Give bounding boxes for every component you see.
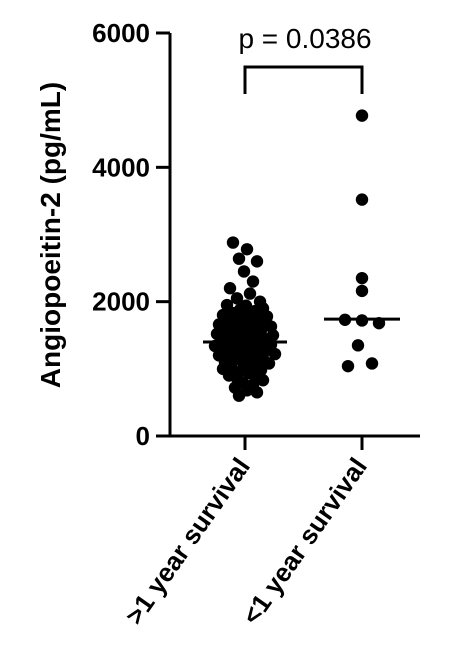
data-point [250, 386, 264, 399]
y-tick-label: 6000 [92, 18, 150, 48]
data-point [230, 292, 244, 305]
y-tick-label: 4000 [92, 152, 150, 182]
data-point [355, 109, 369, 122]
data-point [365, 357, 379, 370]
data-point [232, 252, 246, 265]
data-point [250, 255, 264, 268]
y-tick-label: 0 [136, 421, 150, 451]
axes [168, 33, 420, 438]
data-point [341, 359, 355, 373]
data-point [240, 243, 254, 256]
data-point [243, 287, 257, 300]
data-point [351, 339, 365, 352]
data-point [223, 282, 237, 295]
significance-bracket-line [243, 65, 364, 94]
data-point [256, 374, 270, 387]
category-label: >1 year survival [119, 452, 256, 630]
data-points [208, 109, 386, 402]
data-point [355, 271, 369, 285]
data-point [355, 193, 369, 206]
x-axis-ticks: >1 year survival<1 year survival [119, 436, 373, 630]
y-axis-title: Angiopoeitin-2 (pg/mL) [35, 82, 66, 388]
p-value-label: p = 0.0386 [238, 23, 371, 54]
data-point [246, 275, 260, 288]
category-label: <1 year survival [236, 452, 373, 630]
y-axis-ticks: 0 2000 4000 6000 [92, 18, 170, 451]
median-lines [203, 317, 400, 344]
significance-bracket [243, 65, 364, 94]
data-point [232, 389, 246, 402]
data-point [355, 284, 369, 298]
y-tick-label: 2000 [92, 287, 150, 317]
data-point [268, 347, 282, 361]
data-point [226, 236, 240, 249]
data-point [237, 265, 251, 278]
